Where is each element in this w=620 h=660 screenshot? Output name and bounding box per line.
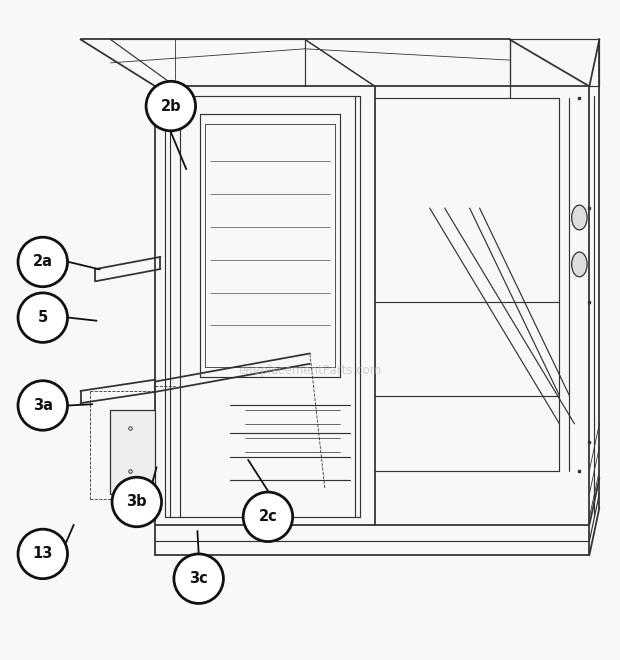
Circle shape xyxy=(18,237,68,286)
Circle shape xyxy=(174,554,223,603)
Circle shape xyxy=(146,81,195,131)
Text: 2c: 2c xyxy=(259,510,277,524)
Circle shape xyxy=(18,529,68,579)
Text: 3c: 3c xyxy=(189,571,208,586)
Text: 13: 13 xyxy=(33,546,53,562)
Circle shape xyxy=(112,477,162,527)
Text: eReplacementParts.com: eReplacementParts.com xyxy=(238,364,382,377)
Ellipse shape xyxy=(572,205,587,230)
Circle shape xyxy=(18,293,68,343)
Text: 3a: 3a xyxy=(33,398,53,413)
Ellipse shape xyxy=(572,252,587,277)
Circle shape xyxy=(18,381,68,430)
Text: 3b: 3b xyxy=(126,494,147,510)
Text: 5: 5 xyxy=(38,310,48,325)
Text: 2a: 2a xyxy=(33,255,53,269)
Circle shape xyxy=(243,492,293,542)
Bar xyxy=(110,410,156,494)
Text: 2b: 2b xyxy=(161,98,181,114)
